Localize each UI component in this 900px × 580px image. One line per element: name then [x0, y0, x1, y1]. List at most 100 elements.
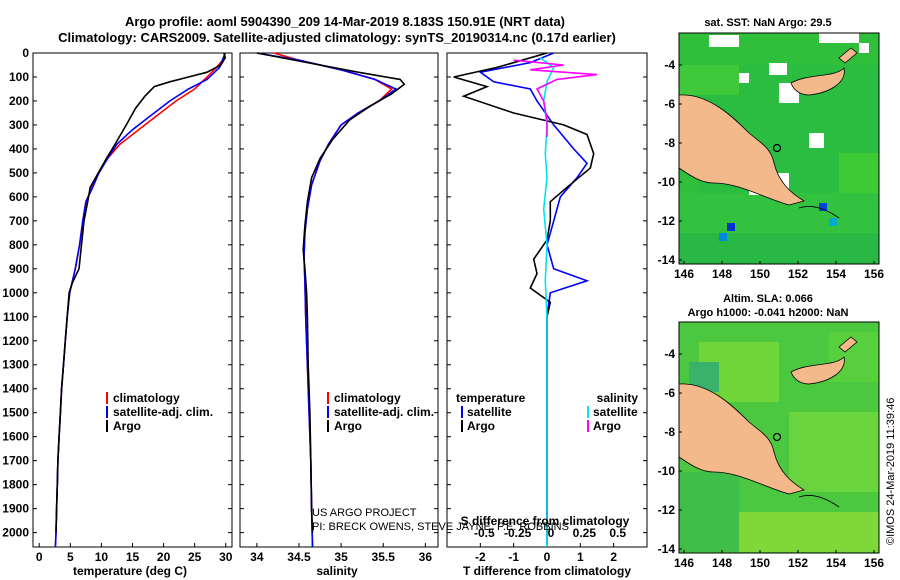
- argo-float-marker: [772, 143, 782, 153]
- map-cell: [769, 63, 787, 75]
- map-cell: [859, 43, 869, 53]
- map-x-tick-label: 148: [712, 267, 732, 281]
- island-coastline: [798, 206, 840, 219]
- x-tick-label: 20: [157, 550, 171, 564]
- sla-map-title2: Argo h1000: -0.041 h2000: NaN: [688, 307, 849, 319]
- sla-map-title1: Altim. SLA: 0.066: [723, 293, 813, 305]
- figure-title-line1: Argo profile: aoml 5904390_209 14-Mar-20…: [125, 14, 565, 29]
- land-new-britain: [790, 67, 845, 96]
- depth-tick-label: 1600: [2, 430, 29, 444]
- map-x-tick-label: 154: [826, 556, 846, 570]
- depth-tick-label: 900: [9, 262, 29, 276]
- map-y-tick-label: -4: [664, 347, 675, 361]
- x-tick-label: 0: [544, 550, 551, 564]
- map-x-tick-label: 148: [712, 556, 732, 570]
- x-tick-label: 35: [334, 550, 348, 564]
- map-frame: [678, 32, 880, 265]
- map-y-tick-label: -10: [658, 464, 676, 478]
- depth-tick-label: 300: [9, 118, 29, 132]
- land-new-guinea: [678, 383, 806, 495]
- series-satellite-adj-clim: [256, 52, 398, 548]
- series-satellite-adj-clim: [54, 52, 226, 548]
- map-x-tick-label: 156: [864, 556, 884, 570]
- depth-tick-label: 1400: [2, 382, 29, 396]
- map-cell: [727, 223, 735, 231]
- land-new-ireland: [838, 336, 858, 353]
- x-tick-label-salinity: -0.5: [474, 526, 495, 540]
- map-y-tick-label: -4: [664, 58, 675, 72]
- map-cell: [679, 472, 739, 552]
- x-tick-label: 30: [219, 550, 233, 564]
- x-tick-label-salinity: 0: [548, 526, 555, 540]
- figure-title-line2: Climatology: CARS2009. Satellite-adjuste…: [58, 30, 616, 45]
- legend-s-argo-label: Argo: [593, 419, 621, 433]
- credit-project: US ARGO PROJECT: [312, 507, 417, 519]
- credit-timestamp: ©IMOS 24-Mar-2019 11:39:46: [885, 398, 897, 545]
- map-cell: [679, 233, 879, 263]
- depth-tick-label: 500: [9, 166, 29, 180]
- series-s-argo: [513, 59, 598, 137]
- map-cell: [809, 133, 824, 148]
- depth-tick-label: 1900: [2, 502, 29, 516]
- difference-xlabel: T difference from climatology: [463, 564, 631, 578]
- depth-tick-label: 600: [9, 190, 29, 204]
- salinity-xlabel: salinity: [316, 564, 358, 578]
- sst-map: 146 148 150 152 154 156 -4 -6 -8 -10 -12 -14: [658, 32, 884, 281]
- argo-float-marker: [772, 432, 782, 442]
- legend-temperature-title: temperature: [456, 391, 526, 405]
- x-tick-label: 34.5: [287, 550, 311, 564]
- difference-xlabel-top: S difference from climatology: [461, 514, 630, 528]
- map-x-tick-label: 146: [674, 267, 694, 281]
- map-y-tick-label: -6: [664, 386, 675, 400]
- legend-argo-label: Argo: [113, 419, 141, 433]
- salinity-legend: climatology satellite-adj. clim. Argo: [327, 391, 434, 433]
- x-tick-label: 1: [577, 550, 584, 564]
- map-y-tick-label: -8: [664, 425, 675, 439]
- map-x-tick-label: 152: [788, 556, 808, 570]
- legend-satellite-label: satellite-adj. clim.: [113, 405, 213, 419]
- depth-tick-label: 400: [9, 142, 29, 156]
- x-tick-label: -1: [508, 550, 519, 564]
- x-tick-label: 36: [419, 550, 433, 564]
- series-s-satellite: [539, 57, 555, 547]
- map-x-tick-label: 150: [750, 267, 770, 281]
- depth-axis: 0 100 200 300 400 500 600 700 800 900 1000 1100 1200…: [2, 46, 647, 540]
- series-argo: [55, 52, 227, 533]
- depth-tick-label: 1500: [2, 406, 29, 420]
- depth-tick-label: 700: [9, 214, 29, 228]
- map-cell: [819, 33, 859, 43]
- depth-tick-label: 800: [9, 238, 29, 252]
- map-x-tick-label: 156: [864, 267, 884, 281]
- legend-t-argo-label: Argo: [467, 419, 495, 433]
- depth-tick-label: 0: [22, 46, 29, 60]
- series-climatology: [273, 52, 394, 548]
- legend-argo-label: Argo: [334, 419, 362, 433]
- x-tick-label: 2: [610, 550, 617, 564]
- depth-tick-label: 2000: [2, 526, 29, 540]
- series-argo: [256, 52, 406, 533]
- legend-climatology-label: climatology: [334, 391, 401, 405]
- sst-map-title: sat. SST: NaN Argo: 29.5: [704, 17, 831, 29]
- depth-tick-label: 1100: [3, 310, 29, 324]
- temperature-xlabel: temperature (deg C): [73, 564, 187, 578]
- map-x-tick-label: 152: [788, 267, 808, 281]
- map-cell: [839, 153, 879, 193]
- map-cell: [829, 218, 837, 226]
- x-tick-label: 15: [126, 550, 140, 564]
- salinity-panel-frame: [239, 52, 439, 548]
- legend-satellite-label: satellite-adj. clim.: [334, 405, 434, 419]
- depth-tick-label: 1700: [2, 454, 29, 468]
- x-tick-label-salinity: -0.25: [504, 526, 532, 540]
- x-tick-label: 5: [67, 550, 74, 564]
- map-cell: [789, 412, 879, 492]
- x-tick-label: 0: [36, 550, 43, 564]
- x-tick-label: 34: [250, 550, 264, 564]
- map-y-tick-label: -14: [658, 253, 676, 267]
- map-cell: [819, 203, 827, 211]
- map-cell: [679, 65, 739, 95]
- x-tick-label: 35.5: [372, 550, 396, 564]
- map-y-tick-label: -6: [664, 97, 675, 111]
- map-x-tick-label: 146: [674, 556, 694, 570]
- land-new-guinea: [678, 94, 806, 206]
